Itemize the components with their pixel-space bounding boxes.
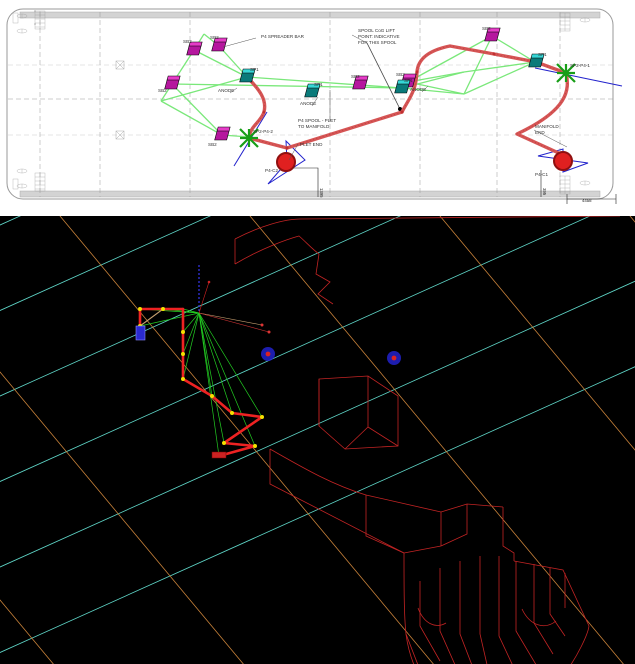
svg-text:SB2: SB2 bbox=[210, 35, 219, 40]
svg-text:SB2: SB2 bbox=[351, 74, 360, 79]
svg-text:SB2: SB2 bbox=[183, 39, 192, 44]
svg-text:MANIFOLD: MANIFOLD bbox=[535, 124, 559, 129]
svg-text:SP1: SP1 bbox=[538, 52, 547, 57]
svg-text:1395: 1395 bbox=[319, 188, 324, 198]
svg-text:POINT: INDICATIVE: POINT: INDICATIVE bbox=[358, 34, 400, 39]
svg-text:P4 SPREADER BAR: P4 SPREADER BAR bbox=[261, 34, 305, 39]
svg-text:SB2: SB2 bbox=[396, 72, 405, 77]
svg-text:TO MANIFOLD: TO MANIFOLD bbox=[298, 124, 330, 129]
svg-text:SB2: SB2 bbox=[158, 88, 167, 93]
svg-text:395: 395 bbox=[542, 188, 547, 196]
svg-text:P4-C2: P4-C2 bbox=[265, 168, 278, 173]
svg-text:SP1: SP1 bbox=[404, 78, 413, 83]
svg-text:SP2-P4-1: SP2-P4-1 bbox=[570, 63, 590, 68]
svg-text:PLET END: PLET END bbox=[300, 142, 323, 147]
svg-text:SP1: SP1 bbox=[250, 67, 259, 72]
svg-text:FOR THIS SPOOL: FOR THIS SPOOL bbox=[358, 40, 397, 45]
svg-text:P4 SPOOL - PLET: P4 SPOOL - PLET bbox=[298, 118, 336, 123]
svg-text:SB2: SB2 bbox=[208, 142, 217, 147]
svg-text:P4-C1: P4-C1 bbox=[535, 172, 548, 177]
svg-text:SB2: SB2 bbox=[482, 26, 491, 31]
svg-text:ANODE: ANODE bbox=[218, 88, 234, 93]
svg-text:END: END bbox=[535, 130, 545, 135]
svg-text:SPOOL CoG LIFT: SPOOL CoG LIFT bbox=[358, 28, 395, 33]
svg-text:ANODE: ANODE bbox=[410, 87, 426, 92]
svg-text:SP1: SP1 bbox=[314, 82, 323, 87]
svg-text:4458: 4458 bbox=[582, 198, 592, 203]
svg-text:SP2-P4-2: SP2-P4-2 bbox=[253, 129, 273, 134]
